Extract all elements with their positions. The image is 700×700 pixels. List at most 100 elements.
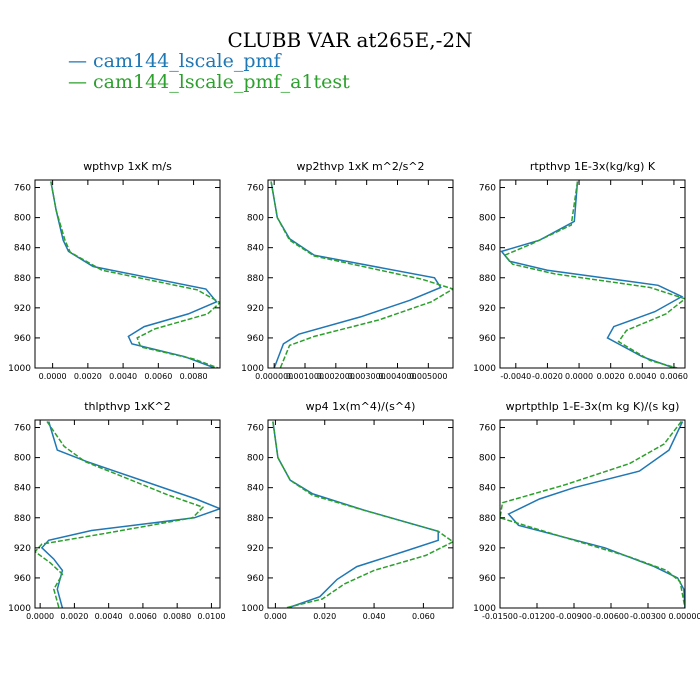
legend-entry-1: — cam144_lscale_pmf bbox=[68, 50, 281, 72]
y-tick-label: 1000 bbox=[473, 604, 496, 614]
chart-panel-5: wp4 1x(m^4)/(s^4)76080084088092096010000… bbox=[241, 400, 454, 621]
y-tick-label: 800 bbox=[14, 214, 31, 224]
series-line-2 bbox=[50, 181, 220, 368]
x-tick-label: 0.0080 bbox=[180, 372, 208, 381]
x-tick-label: -0.00900 bbox=[556, 612, 592, 621]
x-tick-label: -0.01200 bbox=[519, 612, 555, 621]
y-tick-label: 960 bbox=[247, 334, 264, 344]
plot-frame bbox=[499, 179, 686, 369]
x-tick-label: 0.005000 bbox=[409, 372, 447, 381]
x-tick-label: 0.0000 bbox=[565, 372, 593, 381]
series-line-2 bbox=[272, 421, 453, 608]
figure-title: CLUBB VAR at265E,-2N bbox=[227, 28, 473, 52]
x-tick-label: 0.020 bbox=[313, 612, 336, 621]
x-tick-label: 0.0000 bbox=[26, 612, 54, 621]
y-tick-label: 1000 bbox=[8, 364, 31, 374]
panel-title: wpthvp 1xK m/s bbox=[83, 160, 172, 173]
y-tick-label: 920 bbox=[247, 544, 264, 554]
x-tick-label: 0.060 bbox=[412, 612, 435, 621]
x-tick-label: 0.003000 bbox=[348, 372, 386, 381]
x-tick-label: -0.0020 bbox=[532, 372, 563, 381]
y-tick-label: 760 bbox=[14, 424, 31, 434]
chart-panel-6: wprtpthlp 1-E-3x(m kg K)/(s kg) 760 800 840… bbox=[473, 400, 700, 621]
x-tick-label: 0.0040 bbox=[95, 612, 123, 621]
y-tick-label: 880 bbox=[247, 274, 264, 284]
plot-frame bbox=[267, 179, 454, 369]
legend-line-icon: — bbox=[68, 71, 87, 93]
y-tick-label: 880 bbox=[479, 274, 496, 284]
x-tick-label: 0.0040 bbox=[628, 372, 656, 381]
y-tick-label: 760 bbox=[247, 424, 264, 434]
y-tick-label: 840 bbox=[247, 484, 264, 494]
plot-frame bbox=[34, 179, 221, 369]
legend-label: cam144_lscale_pmf bbox=[93, 50, 281, 72]
y-tick-label: 920 bbox=[14, 304, 31, 314]
y-tick-label: 800 bbox=[247, 214, 264, 224]
series-line-2 bbox=[500, 421, 685, 608]
y-tick-label: 760 bbox=[479, 424, 496, 434]
y-tick-label: 920 bbox=[479, 544, 496, 554]
y-tick-label: 880 bbox=[247, 514, 264, 524]
y-tick-label: 880 bbox=[14, 514, 31, 524]
series-line-1 bbox=[50, 181, 218, 368]
plot-frame bbox=[34, 419, 221, 609]
y-tick-label: 840 bbox=[247, 244, 264, 254]
x-tick-label: -0.00600 bbox=[593, 612, 629, 621]
x-tick-label: 0.0040 bbox=[109, 372, 137, 381]
x-tick-label: 0.000000 bbox=[255, 372, 293, 381]
y-tick-label: 800 bbox=[14, 454, 31, 464]
x-tick-label: 0.040 bbox=[363, 612, 386, 621]
series-line-1 bbox=[270, 181, 442, 368]
panel-title: wprtpthlp 1-E-3x(m kg K)/(s kg) bbox=[506, 400, 680, 413]
y-tick-label: 800 bbox=[479, 454, 496, 464]
legend-entry-2: — cam144_lscale_pmf_a1test bbox=[68, 71, 350, 93]
plot-frame bbox=[499, 419, 686, 609]
y-tick-label: 920 bbox=[479, 304, 496, 314]
x-tick-label: 0.0020 bbox=[597, 372, 625, 381]
chart-panel-1: wpthvp 1xK m/s 760 800 840 880 920 960 1000 0.00… bbox=[8, 160, 221, 381]
series-line-1 bbox=[272, 421, 439, 608]
y-tick-label: 880 bbox=[14, 274, 31, 284]
legend-line-icon: — bbox=[68, 50, 87, 72]
x-tick-label: 0.002000 bbox=[317, 372, 355, 381]
chart-panel-4: thlpthvp 1xK^276080084088092096010000.00… bbox=[8, 400, 225, 621]
series-line-1 bbox=[507, 421, 685, 608]
y-tick-label: 760 bbox=[14, 184, 31, 194]
x-tick-label: 0.0060 bbox=[660, 372, 688, 381]
y-tick-label: 840 bbox=[14, 244, 31, 254]
x-tick-label: -0.01500 bbox=[482, 612, 518, 621]
x-tick-label: 0.0080 bbox=[163, 612, 191, 621]
y-tick-label: 960 bbox=[247, 574, 264, 584]
x-tick-label: 0.0100 bbox=[197, 612, 225, 621]
series-line-2 bbox=[270, 181, 453, 368]
y-tick-label: 1000 bbox=[8, 604, 31, 614]
y-tick-label: 960 bbox=[14, 334, 31, 344]
x-tick-label: 0.0060 bbox=[144, 372, 172, 381]
y-tick-label: 800 bbox=[479, 214, 496, 224]
x-tick-label: 0.0060 bbox=[129, 612, 157, 621]
legend-label: cam144_lscale_pmf_a1test bbox=[93, 71, 350, 93]
x-tick-label: 0.0020 bbox=[60, 612, 88, 621]
y-tick-label: 1000 bbox=[241, 604, 264, 614]
y-tick-label: 960 bbox=[479, 574, 496, 584]
x-tick-label: -0.00300 bbox=[630, 612, 666, 621]
panel-title: rtpthvp 1E-3x(kg/kg) K bbox=[530, 160, 656, 173]
y-tick-label: 840 bbox=[479, 484, 496, 494]
y-tick-label: 1000 bbox=[473, 364, 496, 374]
x-tick-label: 0.000 bbox=[264, 612, 287, 621]
y-tick-label: 960 bbox=[14, 574, 31, 584]
y-tick-label: 1000 bbox=[241, 364, 264, 374]
chart-panel-2: wp2thvp 1xK m^2/s^2 760 800 840 880 920 960 100… bbox=[241, 160, 454, 381]
y-tick-label: 840 bbox=[479, 244, 496, 254]
y-tick-label: 800 bbox=[247, 454, 264, 464]
y-tick-label: 760 bbox=[247, 184, 264, 194]
y-tick-label: 920 bbox=[247, 304, 264, 314]
y-tick-label: 760 bbox=[479, 184, 496, 194]
plot-frame bbox=[267, 419, 454, 609]
series-line-2 bbox=[503, 181, 685, 368]
panel-title: wp4 1x(m^4)/(s^4) bbox=[306, 400, 416, 413]
chart-panel-3: rtpthvp 1E-3x(kg/kg) K 760 800 840 880 920 960… bbox=[473, 160, 688, 381]
series-line-2 bbox=[35, 421, 205, 608]
series-line-1 bbox=[500, 181, 684, 368]
